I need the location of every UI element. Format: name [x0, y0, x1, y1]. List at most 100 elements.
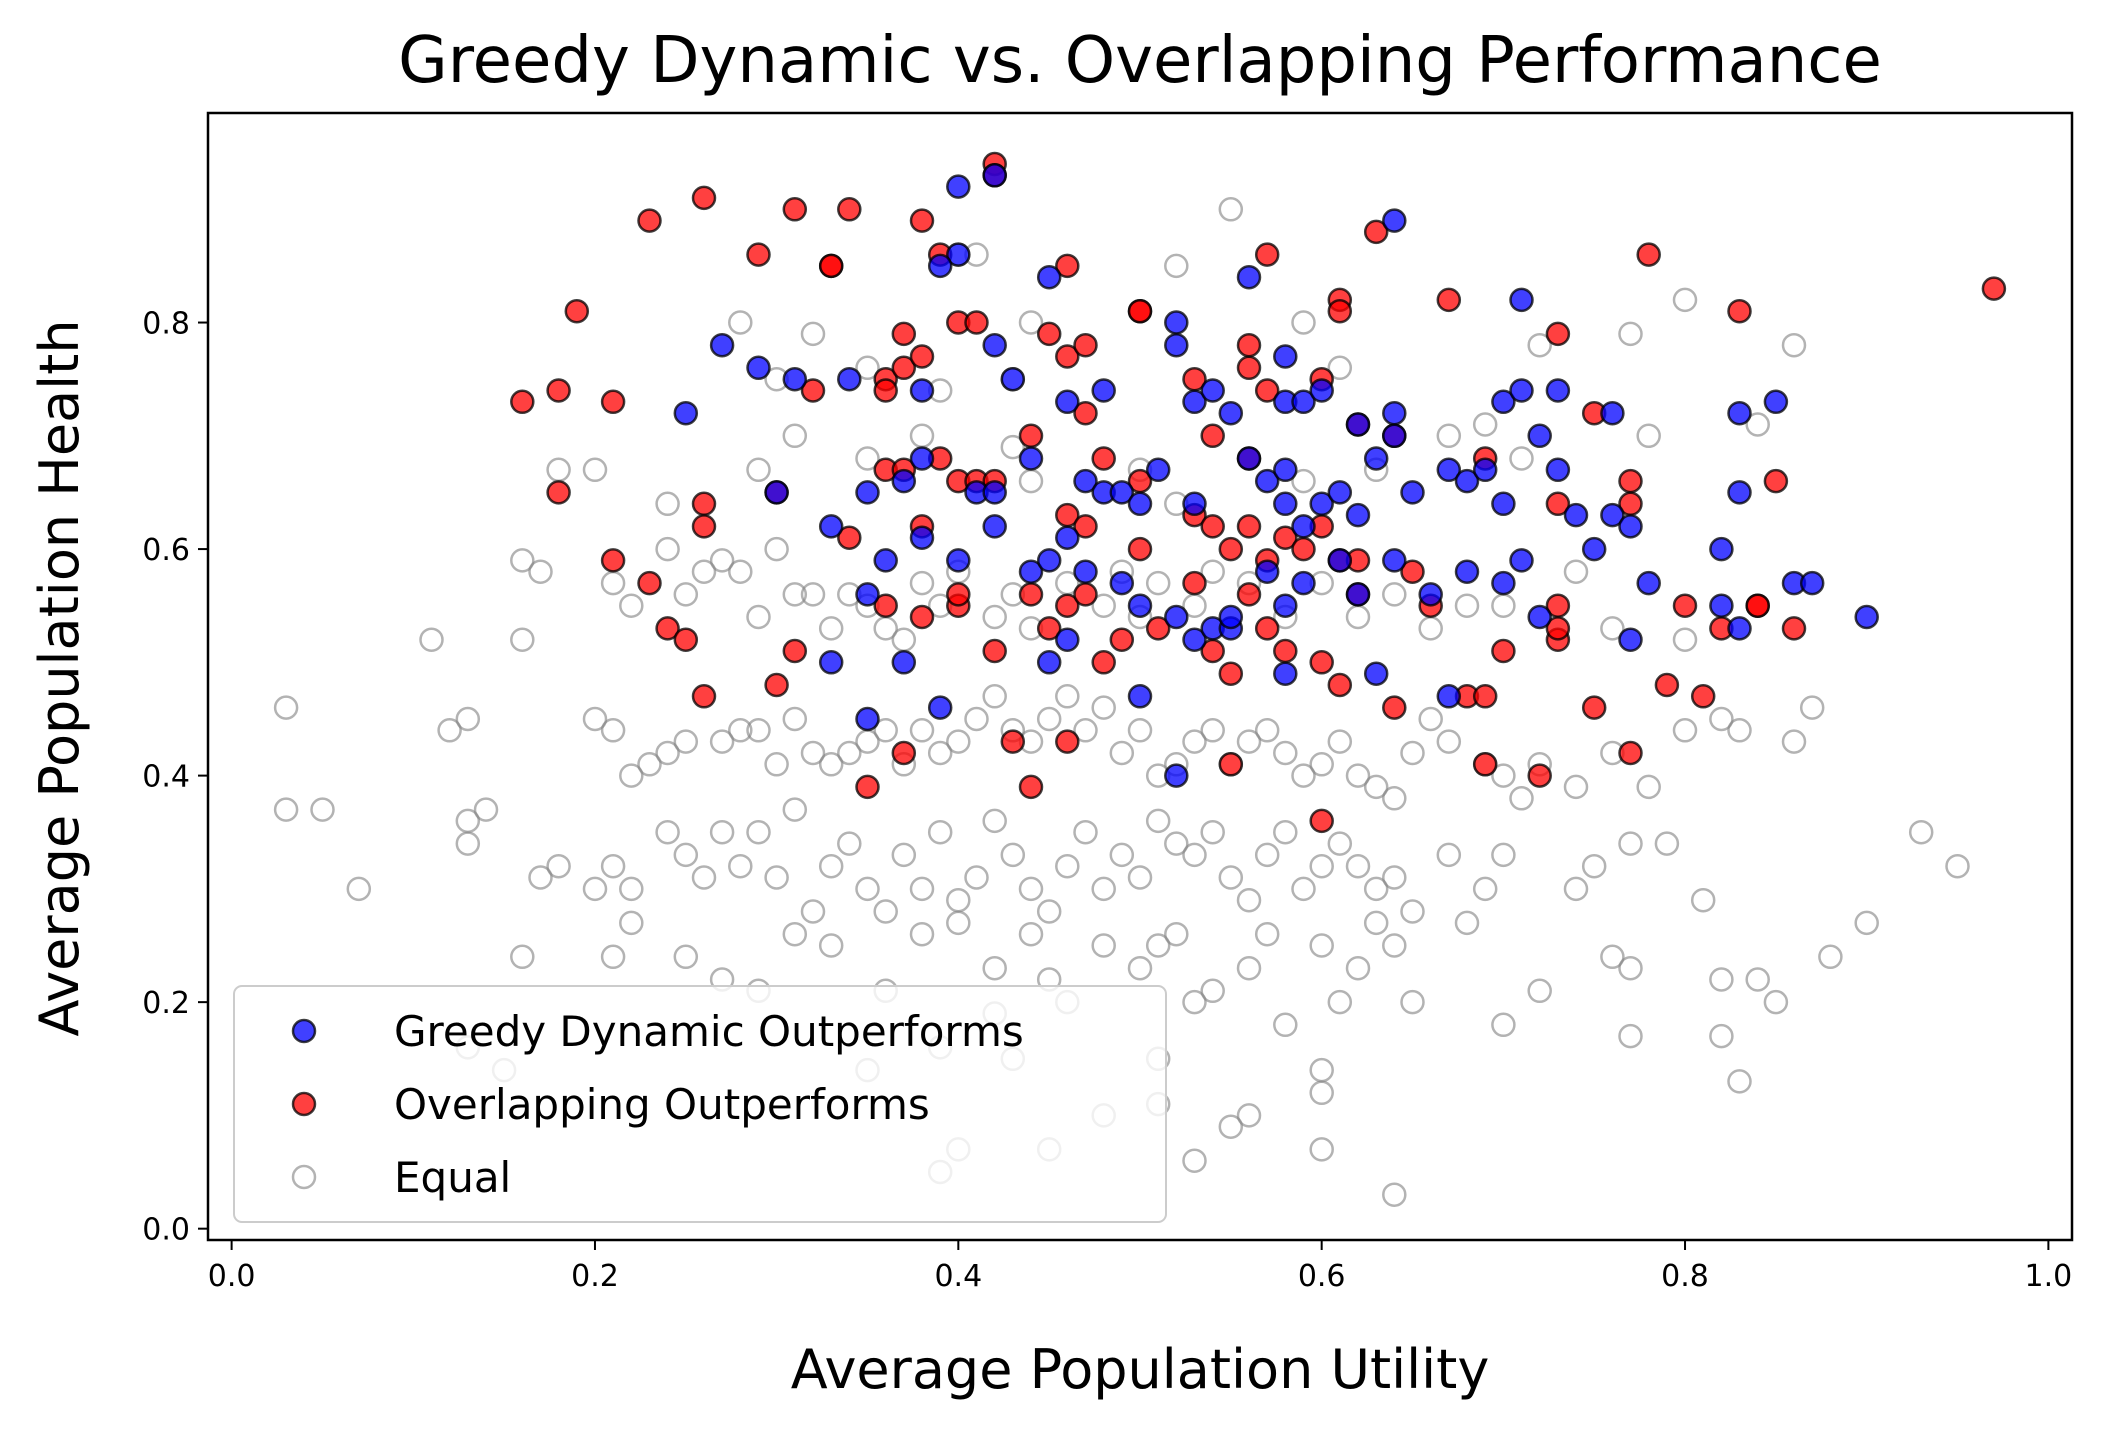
equal-point	[1273, 819, 1298, 845]
equal-point	[782, 423, 808, 449]
equal-point	[582, 457, 608, 483]
overlapping-point	[1363, 219, 1389, 245]
greedy-point	[1273, 344, 1298, 369]
equal-point	[1563, 876, 1589, 902]
equal-point	[273, 695, 299, 720]
equal-point	[619, 763, 644, 788]
equal-point	[1327, 355, 1353, 381]
equal-point	[1781, 729, 1807, 754]
overlapping-point	[1781, 616, 1807, 641]
greedy-point	[1854, 604, 1879, 630]
greedy-point	[909, 525, 935, 550]
overlapping-point	[1618, 468, 1643, 494]
equal-point	[1309, 1137, 1334, 1162]
equal-point	[655, 491, 680, 517]
equal-point	[1363, 774, 1389, 800]
overlapping-point	[546, 378, 571, 403]
equal-point	[455, 808, 481, 834]
overlapping-point	[982, 638, 1007, 664]
equal-point	[782, 797, 808, 822]
greedy-point	[873, 548, 898, 573]
greedy-point	[982, 332, 1007, 358]
equal-point	[927, 819, 953, 845]
overlapping-point	[1200, 514, 1225, 539]
equal-point	[1781, 332, 1807, 358]
equal-point	[1018, 921, 1044, 947]
overlapping-point	[1055, 593, 1080, 618]
equal-point	[1563, 774, 1589, 800]
equal-point	[982, 604, 1007, 630]
equal-point	[1672, 718, 1698, 743]
greedy-point	[764, 480, 789, 505]
greedy-point	[1545, 457, 1571, 483]
overlapping-point	[1690, 684, 1716, 709]
greedy-point	[1236, 446, 1262, 471]
overlapping-point	[1309, 650, 1334, 675]
equal-point	[1000, 842, 1026, 868]
greedy-point	[1491, 570, 1516, 596]
overlapping-point	[1018, 582, 1044, 607]
equal-point	[782, 706, 808, 732]
equal-point	[1327, 729, 1353, 754]
equal-point	[1799, 695, 1825, 720]
overlapping-point	[1218, 536, 1244, 562]
greedy-point	[1273, 593, 1298, 618]
equal-point	[1618, 1023, 1643, 1049]
equal-point	[600, 570, 626, 596]
overlapping-point	[1127, 298, 1153, 324]
greedy-point	[946, 548, 971, 573]
greedy-point	[855, 480, 880, 505]
greedy-point	[1055, 389, 1080, 415]
overlapping-point	[1745, 593, 1770, 618]
overlapping-point	[1491, 638, 1516, 664]
greedy-point	[1036, 264, 1062, 290]
overlapping-point	[1309, 808, 1334, 834]
equal-point	[1309, 1057, 1334, 1083]
equal-point	[837, 740, 862, 766]
legend-label-2: Equal	[394, 1153, 511, 1202]
overlapping-point	[1073, 582, 1098, 607]
greedy-point	[982, 163, 1007, 188]
greedy-point	[1309, 378, 1334, 403]
overlapping-point	[600, 389, 626, 415]
equal-point	[1618, 321, 1643, 347]
greedy-point	[1055, 627, 1080, 652]
x-tick-label: 0.8	[1661, 1259, 1709, 1294]
greedy-point	[1091, 378, 1116, 403]
overlapping-point	[1018, 423, 1044, 449]
greedy-point	[709, 332, 735, 358]
equal-point	[1436, 423, 1462, 449]
greedy-point	[1709, 536, 1734, 562]
equal-point	[510, 548, 535, 573]
equal-point	[1291, 468, 1316, 494]
greedy-point	[1109, 570, 1135, 596]
equal-point	[1291, 763, 1316, 788]
greedy-point	[1382, 423, 1407, 449]
overlapping-point	[782, 197, 808, 222]
y-axis-label: Average Population Health	[28, 319, 91, 1036]
equal-point	[782, 582, 808, 607]
greedy-point	[1309, 491, 1334, 517]
equal-point	[655, 819, 680, 845]
chart-title: Greedy Dynamic vs. Overlapping Performan…	[398, 24, 1882, 98]
overlapping-point	[1036, 321, 1062, 347]
greedy-point	[1291, 389, 1316, 415]
greedy-point	[1436, 684, 1462, 709]
overlapping-point	[1236, 582, 1262, 607]
equal-point	[764, 752, 789, 777]
equal-point	[946, 910, 971, 936]
greedy-point	[1400, 480, 1425, 505]
equal-point	[1454, 910, 1480, 936]
greedy-point	[1491, 491, 1516, 517]
equal-point	[1690, 887, 1716, 913]
x-axis: 0.0 0.2 0.4 0.6 0.8 1.0	[208, 1240, 2072, 1294]
overlapping-point	[637, 570, 662, 596]
equal-point	[1454, 593, 1480, 618]
greedy-point	[837, 366, 862, 392]
overlapping-point	[1436, 287, 1462, 313]
greedy-point	[1727, 480, 1752, 505]
equal-point	[909, 570, 935, 596]
equal-point	[528, 559, 553, 584]
